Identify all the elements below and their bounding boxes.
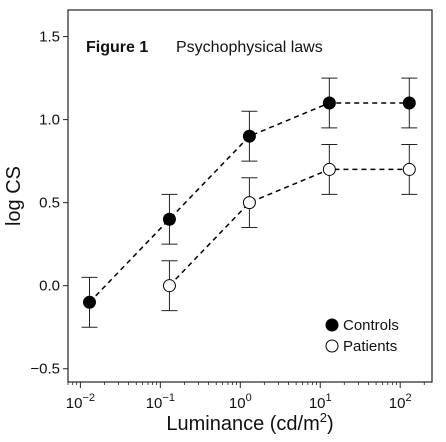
- y-tick-label: 0.5: [39, 195, 60, 212]
- plot-frame: [67, 9, 433, 383]
- x-tick-label: 10−1: [146, 392, 175, 412]
- x-tick-exp: −1: [162, 392, 175, 404]
- series-layer: [81, 77, 418, 328]
- y-axis-title: log CS: [3, 166, 25, 226]
- series-line-controls: [88, 102, 410, 303]
- x-axis-title: Luminance (cd/m2): [166, 410, 333, 435]
- series-line-patients: [168, 168, 410, 287]
- x-axis-title-end: ): [327, 413, 334, 435]
- x-tick-label: 100: [229, 392, 252, 412]
- x-tick-label: 101: [309, 392, 332, 412]
- data-point-patients: [162, 279, 176, 293]
- legend-marker-controls: [325, 318, 339, 332]
- data-point-controls: [82, 295, 96, 309]
- x-axis-minor-ticks: [67, 382, 425, 385]
- x-tick-label: 10−2: [66, 392, 95, 412]
- x-tick-base: 10: [146, 395, 163, 412]
- legend: Controls Patients: [325, 317, 399, 355]
- x-axis-title-sup: 2: [320, 410, 327, 425]
- figure-label: Figure 1: [86, 39, 148, 56]
- x-tick-base: 10: [66, 395, 83, 412]
- data-point-patients: [242, 196, 256, 210]
- data-point-patients: [322, 162, 336, 176]
- x-tick-exp: −2: [82, 392, 95, 404]
- x-tick-exp: 2: [405, 392, 411, 404]
- y-tick-label: 1.0: [39, 112, 60, 129]
- y-tick-label: 1.5: [39, 29, 60, 46]
- data-point-controls: [162, 212, 176, 226]
- x-tick-exp: 1: [326, 392, 332, 404]
- data-point-patients: [402, 162, 416, 176]
- x-axis-ticks: 10−2 10−1 100 101 102: [66, 382, 412, 412]
- x-tick-base: 10: [309, 395, 326, 412]
- legend-label-controls: Controls: [343, 317, 399, 334]
- data-point-controls: [322, 96, 336, 110]
- y-tick-label: 0.0: [39, 278, 60, 295]
- legend-label-patients: Patients: [343, 338, 397, 355]
- y-tick-label: −0.5: [30, 361, 60, 378]
- x-tick-exp: 0: [246, 392, 252, 404]
- data-point-controls: [242, 129, 256, 143]
- data-point-controls: [402, 96, 416, 110]
- x-tick-base: 10: [389, 395, 406, 412]
- x-axis-title-main: Luminance (cd/m: [166, 413, 319, 435]
- legend-marker-patients: [325, 339, 339, 353]
- chart-title: Psychophysical laws: [176, 39, 323, 56]
- y-axis-ticks: −0.5 0.0 0.5 1.0 1.5: [30, 29, 68, 378]
- x-tick-base: 10: [229, 395, 246, 412]
- x-tick-label: 102: [389, 392, 412, 412]
